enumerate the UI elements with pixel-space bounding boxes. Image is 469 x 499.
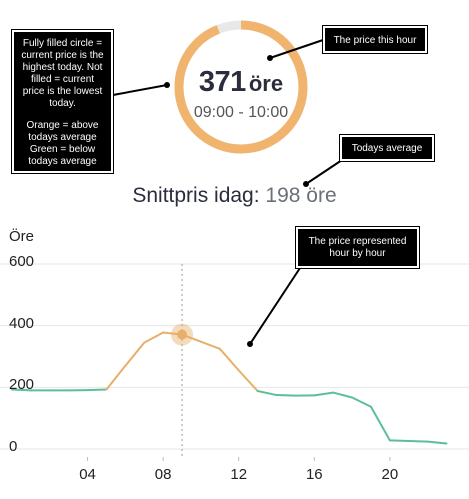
current-price-value: 371 bbox=[198, 66, 246, 98]
average-callout: Todays average bbox=[339, 134, 435, 162]
x-tick-label: 20 bbox=[381, 466, 399, 483]
price-line-segment bbox=[218, 347, 240, 372]
y-tick-label: 600 bbox=[9, 253, 35, 270]
price-line-segment bbox=[124, 341, 146, 367]
legend-callout-fill-text: Fully filled circle = current price is t… bbox=[21, 38, 104, 109]
x-tick-label: 08 bbox=[154, 466, 172, 483]
legend-callout: Fully filled circle = current price is t… bbox=[11, 29, 114, 174]
y-axis-unit: Öre bbox=[9, 228, 35, 245]
price-line-segment bbox=[388, 439, 410, 442]
price-line-segment bbox=[407, 439, 429, 443]
price-line-segment bbox=[11, 388, 32, 392]
x-tick-label: 12 bbox=[230, 466, 248, 483]
price-gauge bbox=[172, 18, 310, 156]
current-price-unit: öre bbox=[248, 71, 284, 96]
gauge-ring bbox=[174, 20, 308, 154]
this-hour-callout: The price this hour bbox=[322, 25, 428, 54]
price-line-segment bbox=[313, 391, 335, 397]
price-line-segment bbox=[256, 390, 278, 397]
price-line-segment bbox=[105, 364, 127, 391]
price-line-segment bbox=[351, 396, 372, 408]
x-tick-label: 16 bbox=[305, 466, 323, 483]
price-line-segment bbox=[426, 440, 448, 445]
current-point bbox=[177, 329, 188, 340]
gauge-fill bbox=[174, 20, 308, 154]
x-tick-label: 04 bbox=[79, 466, 96, 483]
average-price-label: Snittpris idag: bbox=[132, 184, 260, 207]
price-line-segment bbox=[86, 388, 108, 392]
price-line-segment bbox=[275, 394, 297, 397]
price-line-segment bbox=[369, 405, 391, 442]
y-tick-label: 400 bbox=[9, 314, 35, 332]
current-price: 371 öre bbox=[186, 66, 296, 99]
price-line-segment bbox=[332, 391, 354, 399]
price-line-segment bbox=[237, 369, 259, 393]
hourly-callout: The price represented hour by hour bbox=[295, 226, 420, 269]
current-hour-range: 09:00 - 10:00 bbox=[193, 104, 289, 121]
y-tick-label: 0 bbox=[9, 438, 18, 455]
y-tick-label: 200 bbox=[9, 376, 35, 394]
legend-callout-color-text: Orange = above todays average Green = be… bbox=[26, 120, 99, 167]
price-line-segment bbox=[143, 331, 165, 344]
average-price-value: 198 öre bbox=[265, 184, 337, 207]
price-line-segment bbox=[199, 340, 221, 350]
average-price-row: Snittpris idag: 198 öre bbox=[0, 184, 469, 208]
